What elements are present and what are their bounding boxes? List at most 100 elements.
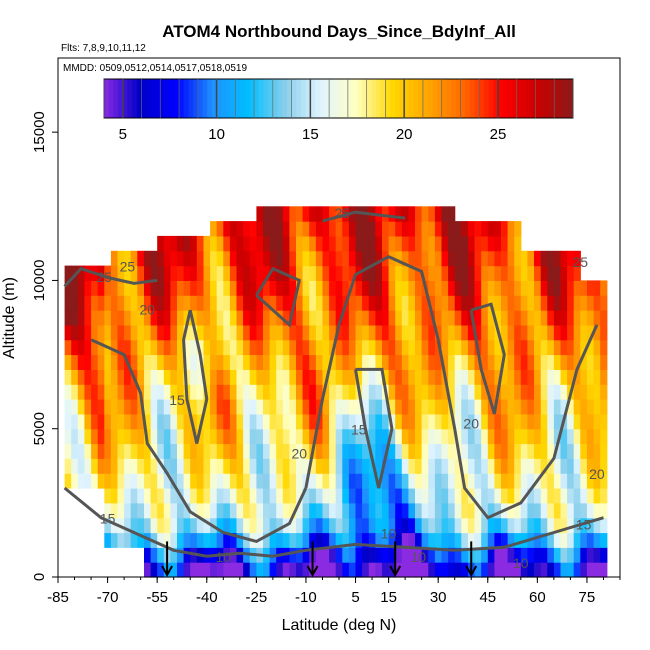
colorbar-segment [240,79,246,118]
heatmap-cell [137,369,145,385]
heatmap-cell [408,295,416,311]
heatmap-cell [203,473,211,489]
heatmap-cell [593,532,601,548]
heatmap-cell [335,339,343,356]
heatmap-cell [269,265,277,281]
heatmap-cell [269,280,277,296]
heatmap-cell [71,369,79,385]
heatmap-cell [547,517,555,534]
heatmap-cell [309,488,317,504]
heatmap-cell [580,458,588,474]
heatmap-cell [315,369,324,385]
heatmap-cell [163,310,171,326]
heatmap-cell [507,324,515,341]
heatmap-cell [342,310,350,326]
heatmap-cell [203,280,211,296]
heatmap-cell [302,384,310,400]
heatmap-cell [91,369,99,385]
heatmap-cell [560,473,568,489]
heatmap-cell [269,235,277,252]
heatmap-cell [428,502,436,519]
heatmap-cell [203,413,211,430]
heatmap-cell [329,206,337,222]
heatmap-cell [573,265,581,281]
heatmap-cell [190,502,198,519]
heatmap-cell [362,235,370,252]
heatmap-cell [335,532,343,548]
heatmap-cell [282,399,290,415]
heatmap-cell [395,443,403,459]
heatmap-cell [375,428,383,445]
heatmap-cell [434,206,443,222]
heatmap-cell [461,399,469,415]
heatmap-cell [507,517,515,534]
heatmap-cell [196,502,204,519]
heatmap-cell [375,562,383,578]
heatmap-cell [117,310,125,326]
heatmap-cell [309,354,317,370]
heatmap-cell [401,221,409,237]
heatmap-cell [322,399,330,415]
heatmap-cell [329,295,337,311]
heatmap-cell [249,562,257,578]
heatmap-cell [84,354,92,370]
heatmap-cell [454,562,462,578]
heatmap-cell [547,547,555,563]
colorbar-segment [357,79,363,118]
heatmap-cell [322,502,330,519]
heatmap-cell [540,339,548,356]
heatmap-cell [593,517,601,534]
heatmap-cell [276,339,284,356]
heatmap-cell [150,339,158,356]
heatmap-cell [249,265,257,281]
heatmap-cell [388,310,396,326]
heatmap-cell [144,250,152,267]
heatmap-cell [124,428,132,445]
contour-line [322,210,406,223]
heatmap-cell [527,265,535,281]
heatmap-cell [408,517,416,534]
heatmap-cell [256,384,264,400]
heatmap-cell [229,235,238,252]
heatmap-cell [494,250,502,267]
heatmap-cell [289,221,297,237]
heatmap-cell [329,428,337,445]
heatmap-cell [428,235,436,252]
colorbar-segment [460,79,466,118]
heatmap-cell [560,265,568,281]
colorbar-segment [254,79,260,118]
heatmap-cell [355,354,363,370]
heatmap-cell [547,339,555,356]
heatmap-cell [249,428,257,445]
heatmap-cell [196,532,204,548]
heatmap-cell [507,428,515,445]
heatmap-cell [329,399,337,415]
heatmap-cell [514,473,522,489]
heatmap-cell [514,443,522,459]
heatmap-cell [130,443,138,459]
heatmap-cell [236,369,244,385]
heatmap-cell [474,369,482,385]
heatmap-cell [395,280,403,296]
heatmap-cell [322,517,330,534]
heatmap-cell [553,369,562,385]
heatmap-cell [296,413,304,430]
heatmap-cell [454,354,462,370]
heatmap-cell [553,310,562,326]
heatmap-cell [362,532,370,548]
heatmap-cell [296,517,304,534]
heatmap-cell [223,443,231,459]
heatmap-cell [289,339,297,356]
heatmap-cell [461,369,469,385]
heatmap-cell [600,280,608,296]
heatmap-cell [269,532,277,548]
heatmap-cell [71,443,79,459]
heatmap-cell [395,324,403,341]
heatmap-cell [454,310,462,326]
heatmap-cell [289,280,297,296]
heatmap-cell [163,473,171,489]
heatmap-cell [355,517,363,534]
heatmap-cell [567,488,575,504]
heatmap-cell [282,532,290,548]
heatmap-cell [110,458,119,474]
